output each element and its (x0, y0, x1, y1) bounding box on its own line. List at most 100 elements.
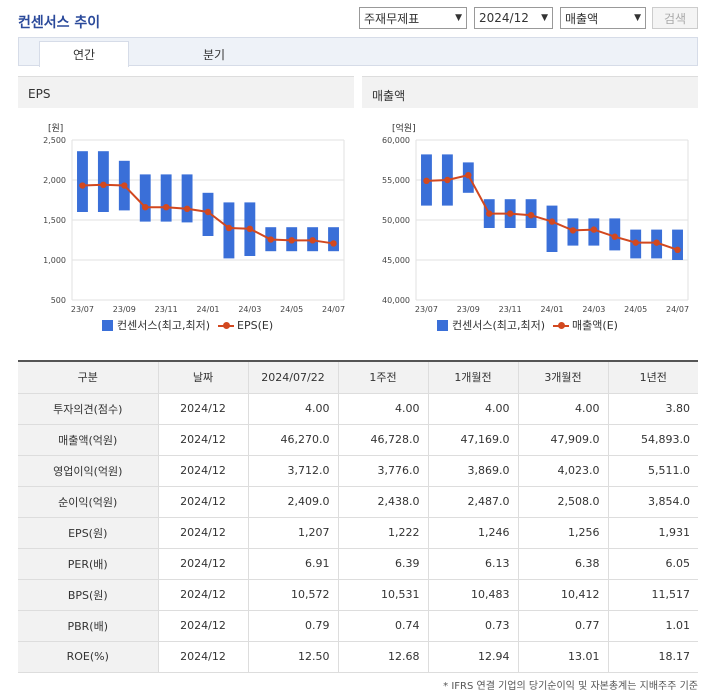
date-cell: 2024/12 (157, 455, 248, 487)
table-row: PBR(배) 2024/12 0.79 0.74 0.73 0.77 1.01 (18, 610, 698, 642)
column-header: 1개월전 (427, 361, 518, 394)
y-tick-label: 50,000 (382, 216, 410, 225)
value-cell: 3,776.0 (337, 455, 428, 487)
value-cell: 3,712.0 (247, 455, 338, 487)
value-cell: 4.00 (517, 393, 608, 425)
date-cell: 2024/12 (157, 641, 248, 673)
value-cell: 6.91 (247, 548, 338, 580)
search-button[interactable]: 검색 (652, 7, 698, 29)
legend-range-label: 컨센서스(최고,최저) (452, 319, 546, 332)
table-header-row: 구분 날짜 2024/07/22 1주전 1개월전 3개월전 1년전 (18, 361, 698, 394)
value-cell: 1,246 (427, 517, 518, 549)
column-header: 2024/07/22 (247, 361, 338, 394)
eps-legend: 컨센서스(최고,최저) EPS(E) (102, 317, 273, 333)
value-cell: 2,438.0 (337, 486, 428, 518)
table-row: EPS(원) 2024/12 1,207 1,222 1,246 1,256 1,931 (18, 517, 698, 549)
estimate-point (611, 233, 618, 240)
range-legend-swatch (437, 319, 448, 331)
estimate-point (486, 210, 493, 217)
y-tick-label: 45,000 (382, 256, 410, 265)
value-cell: 10,483 (427, 579, 518, 611)
table-row: 순이익(억원) 2024/12 2,409.0 2,438.0 2,487.0 2,508… (18, 486, 698, 518)
estimate-point (204, 208, 212, 216)
date-cell: 2024/12 (157, 579, 248, 611)
estimate-point (674, 246, 681, 254)
page-title: 컨센서스 추이 (18, 15, 101, 31)
estimate-point (246, 225, 254, 232)
line-legend-swatch (218, 320, 235, 331)
y-tick-label: 55,000 (382, 176, 410, 185)
estimate-point (288, 237, 295, 244)
period-select[interactable]: 2024/12 ▼ (474, 7, 553, 29)
metric-value: 매출액 (565, 11, 599, 26)
y-tick-label: 1,500 (43, 216, 66, 225)
estimate-point (444, 176, 451, 184)
x-tick-label: 24/05 (624, 305, 647, 314)
column-header: 구분 (18, 361, 158, 394)
statement-type-value: 주재무제표 (364, 11, 420, 26)
estimate-point (465, 172, 472, 179)
value-cell: 6.38 (517, 548, 608, 580)
value-cell: 6.13 (427, 548, 518, 580)
estimate-point (100, 181, 107, 188)
estimate-point (569, 227, 577, 234)
y-tick-label: 1,000 (43, 256, 66, 265)
estimate-point (506, 210, 514, 217)
y-tick-label: 2,000 (43, 176, 66, 185)
tab-annual[interactable]: 연간 (39, 41, 129, 67)
x-tick-label: 23/11 (155, 305, 178, 314)
x-tick-label: 24/01 (540, 305, 563, 314)
value-cell: 12.94 (427, 641, 518, 673)
y-tick-label: 60,000 (382, 136, 410, 145)
y-tick-label: 500 (51, 296, 66, 305)
value-cell: 0.79 (247, 610, 338, 642)
range-bar (77, 151, 88, 212)
estimate-point (423, 177, 430, 185)
tab-quarterly[interactable]: 분기 (202, 48, 226, 62)
estimate-point (330, 240, 337, 247)
range-bar (181, 174, 193, 223)
value-cell: 4.00 (337, 393, 428, 425)
column-header: 1년전 (607, 361, 698, 394)
range-bar (97, 151, 109, 212)
x-tick-label: 23/09 (457, 305, 480, 314)
value-cell: 46,728.0 (337, 424, 428, 456)
value-cell: 0.73 (427, 610, 518, 642)
estimate-point (162, 204, 170, 211)
value-cell: 3,869.0 (427, 455, 518, 487)
date-cell: 2024/12 (157, 486, 248, 518)
value-cell: 1.01 (607, 610, 698, 642)
value-cell: 1,207 (247, 517, 338, 549)
table-row: ROE(%) 2024/12 12.50 12.68 12.94 13.01 18.17 (18, 641, 698, 673)
range-legend-swatch (102, 319, 113, 331)
statement-type-select[interactable]: 주재무제표 ▼ (359, 7, 467, 29)
range-bar (546, 205, 558, 252)
value-cell: 4,023.0 (517, 455, 608, 487)
row-label: PBR(배) (18, 610, 158, 642)
value-cell: 0.77 (517, 610, 608, 642)
value-cell: 47,169.0 (427, 424, 518, 456)
legend-range-label: 컨센서스(최고,최저) (117, 319, 211, 332)
y-axis-label: [원] (48, 123, 63, 134)
value-cell: 47,909.0 (517, 424, 608, 456)
metric-select[interactable]: 매출액 ▼ (560, 7, 646, 29)
estimate-point (653, 239, 660, 246)
x-tick-label: 24/03 (582, 305, 605, 314)
x-tick-label: 24/03 (238, 305, 261, 314)
value-cell: 12.68 (337, 641, 428, 673)
estimate-point (309, 237, 316, 244)
value-cell: 10,572 (247, 579, 338, 611)
value-cell: 46,270.0 (247, 424, 338, 456)
line-legend-swatch (553, 320, 570, 331)
value-cell: 12.50 (247, 641, 338, 673)
estimate-point (225, 224, 233, 232)
value-cell: 3,854.0 (607, 486, 698, 518)
x-tick-label: 23/11 (499, 305, 522, 314)
estimate-point (632, 239, 639, 246)
value-cell: 54,893.0 (607, 424, 698, 456)
row-label: 투자의견(점수) (18, 393, 158, 425)
value-cell: 2,487.0 (427, 486, 518, 518)
value-cell: 11,517 (607, 579, 698, 611)
value-cell: 10,531 (337, 579, 428, 611)
value-cell: 10,412 (517, 579, 608, 611)
